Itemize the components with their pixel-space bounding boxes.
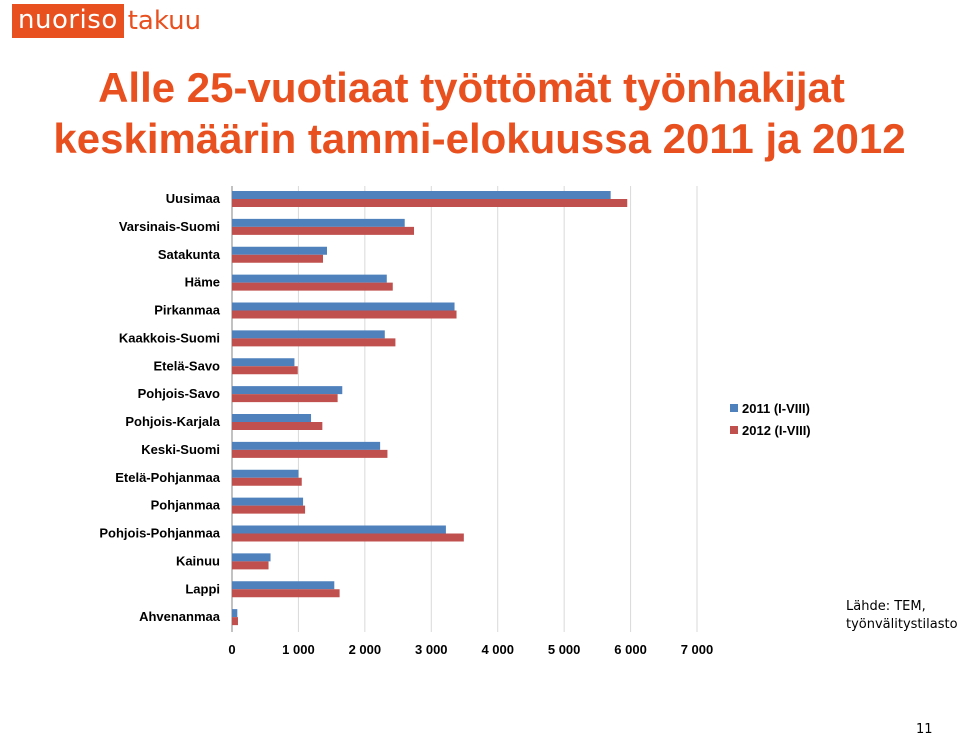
legend-swatch (730, 426, 738, 434)
bar (232, 358, 295, 367)
tick-label: 1 000 (282, 642, 315, 657)
nuorisotakuu-logo: nuoriso takuu (12, 4, 201, 38)
category-label: Keski-Suomi (141, 442, 220, 457)
category-label: Satakunta (158, 247, 221, 262)
category-label: Pohjois-Savo (138, 386, 220, 401)
bar (232, 302, 455, 311)
bar (232, 274, 387, 283)
tick-label: 7 000 (681, 642, 714, 657)
source-note: Lähde: TEM, työnvälitystilasto (846, 598, 958, 634)
logo-part-1: nuoriso (12, 4, 124, 38)
category-label: Lappi (185, 581, 220, 596)
tick-label: 3 000 (415, 642, 448, 657)
bar (232, 525, 446, 534)
bar (232, 254, 324, 263)
tick-label: 0 (228, 642, 235, 657)
category-label: Ahvenanmaa (139, 609, 221, 624)
bar (232, 246, 327, 255)
bar (232, 414, 312, 422)
category-label: Kaakkois-Suomi (119, 330, 220, 345)
bar (232, 609, 238, 618)
bar (232, 561, 269, 570)
bar (232, 366, 298, 375)
bar (232, 581, 335, 590)
bars (232, 191, 628, 626)
legend-swatch (730, 404, 738, 412)
bar (232, 497, 304, 506)
category-label: Varsinais-Suomi (119, 219, 220, 234)
legend-label: 2011 (I-VIII) (742, 401, 810, 416)
category-label: Etelä-Savo (154, 358, 221, 373)
source-line-1: Lähde: TEM, (846, 599, 926, 614)
logo-part-2: takuu (127, 6, 202, 36)
bar (232, 330, 385, 339)
page-title-line-1: Alle 25-vuotiaat työttömät työnhakijat (98, 64, 845, 111)
legend: 2011 (I-VIII) 2012 (I-VIII) (730, 401, 811, 438)
bar (232, 310, 457, 319)
bar (232, 505, 306, 514)
bar (232, 386, 343, 395)
bar (232, 282, 393, 291)
category-label: Häme (185, 275, 220, 290)
legend-label: 2012 (I-VIII) (742, 423, 811, 438)
tick-label: 2 000 (349, 642, 382, 657)
bar (232, 469, 299, 478)
category-label: Kainuu (176, 553, 220, 568)
category-label: Etelä-Pohjanmaa (115, 470, 221, 485)
category-labels: Uusimaa Varsinais-Suomi Satakunta Häme Pirka… (99, 191, 220, 624)
bar (232, 191, 611, 199)
category-label: Pohjois-Karjala (125, 414, 220, 429)
tick-label: 4 000 (481, 642, 514, 657)
bar (232, 589, 340, 598)
tick-labels: 0 1 000 2 000 3 000 4 000 5 000 6 000 7 000 (228, 642, 713, 657)
category-label: Pohjanmaa (151, 498, 221, 513)
bar (232, 533, 464, 542)
bar (232, 218, 405, 227)
bar (232, 338, 396, 347)
page-number: 11 (916, 722, 933, 737)
category-label: Uusimaa (166, 191, 221, 206)
bar (232, 617, 238, 626)
bar (232, 226, 415, 235)
bar (232, 477, 302, 486)
category-label: Pirkanmaa (154, 303, 221, 318)
bar (232, 394, 338, 403)
category-label: Pohjois-Pohjanmaa (99, 526, 220, 541)
bar (232, 422, 323, 430)
bar (232, 441, 381, 450)
tick-label: 6 000 (614, 642, 647, 657)
tick-label: 5 000 (548, 642, 581, 657)
bar (232, 449, 388, 458)
bar (232, 199, 628, 207)
bar (232, 553, 271, 562)
page-title-line-2: keskimäärin tammi-elokuussa 2011 ja 2012 (53, 115, 906, 162)
source-line-2: työnvälitystilasto (846, 617, 958, 632)
